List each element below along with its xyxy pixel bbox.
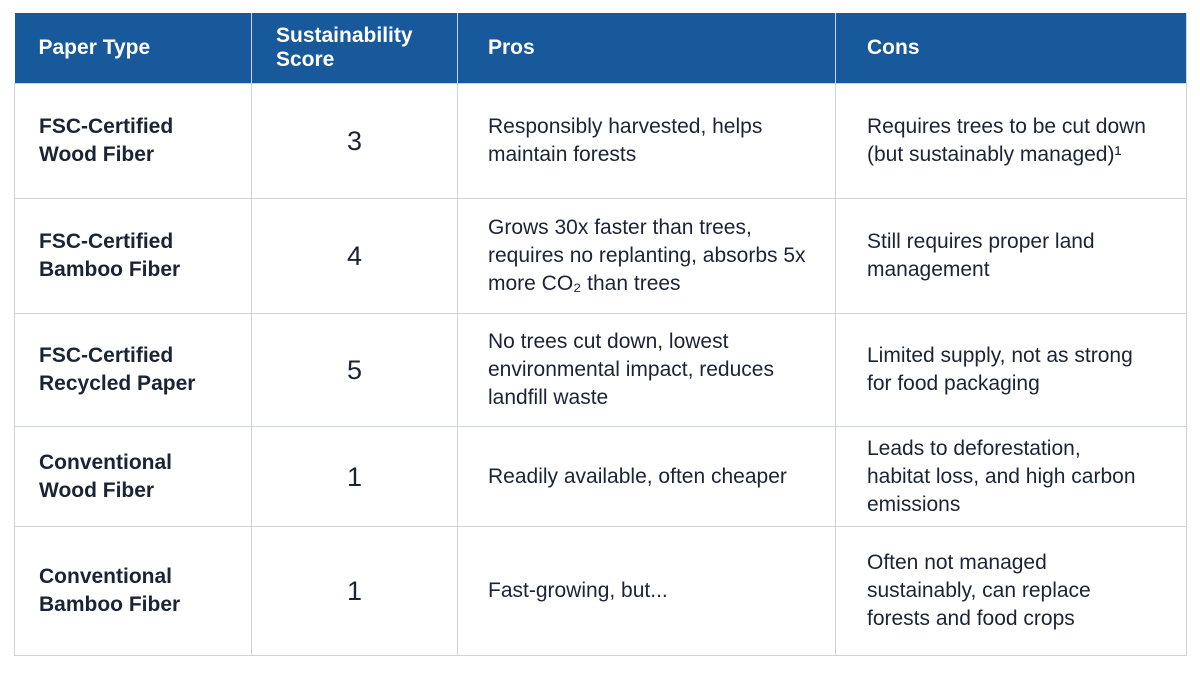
- comparison-table: Paper Type Sustainability Score Pros Cons F…: [14, 13, 1187, 656]
- cons: Requires trees to be cut down (but susta…: [835, 83, 1187, 199]
- score: 1: [251, 426, 458, 527]
- score: 4: [251, 198, 458, 314]
- pros: Fast-growing, but...: [457, 526, 836, 656]
- table-container: Paper Type Sustainability Score Pros Cons F…: [14, 13, 1187, 656]
- pros: Grows 30x faster than trees, requires no…: [457, 198, 836, 314]
- cons: Leads to deforestation, habitat loss, an…: [835, 426, 1187, 527]
- header-cell: Paper Type: [14, 13, 252, 84]
- cons: Often not managed sustainably, can repla…: [835, 526, 1187, 656]
- header-row: Paper Type Sustainability Score Pros Cons: [14, 13, 1187, 84]
- paper-type: Conventional Wood Fiber: [14, 426, 252, 527]
- header-cell: Cons: [835, 13, 1187, 84]
- table-row: FSC-Certified Recycled Paper 5 No trees cu…: [14, 313, 1187, 427]
- table-body: FSC-Certified Wood Fiber 3 Responsibly har…: [14, 83, 1187, 656]
- cons: Limited supply, not as strong for food p…: [835, 313, 1187, 427]
- table-row: Conventional Bamboo Fiber 1 Fast-growing, …: [14, 526, 1187, 656]
- cons: Still requires proper land management: [835, 198, 1187, 314]
- table-row: FSC-Certified Wood Fiber 3 Responsibly har…: [14, 83, 1187, 199]
- score: 3: [251, 83, 458, 199]
- score: 1: [251, 526, 458, 656]
- table-row: Conventional Wood Fiber 1 Readily availabl…: [14, 426, 1187, 527]
- pros: Responsibly harvested, helps maintain fo…: [457, 83, 836, 199]
- table-row: FSC-Certified Bamboo Fiber 4 Grows 30x fas…: [14, 198, 1187, 314]
- paper-type: FSC-Certified Recycled Paper: [14, 313, 252, 427]
- paper-type: FSC-Certified Bamboo Fiber: [14, 198, 252, 314]
- paper-type: FSC-Certified Wood Fiber: [14, 83, 252, 199]
- pros: No trees cut down, lowest environmental …: [457, 313, 836, 427]
- header-cell: Pros: [457, 13, 836, 84]
- pros: Readily available, often cheaper: [457, 426, 836, 527]
- header-cell: Sustainability Score: [251, 13, 458, 84]
- score: 5: [251, 313, 458, 427]
- paper-type: Conventional Bamboo Fiber: [14, 526, 252, 656]
